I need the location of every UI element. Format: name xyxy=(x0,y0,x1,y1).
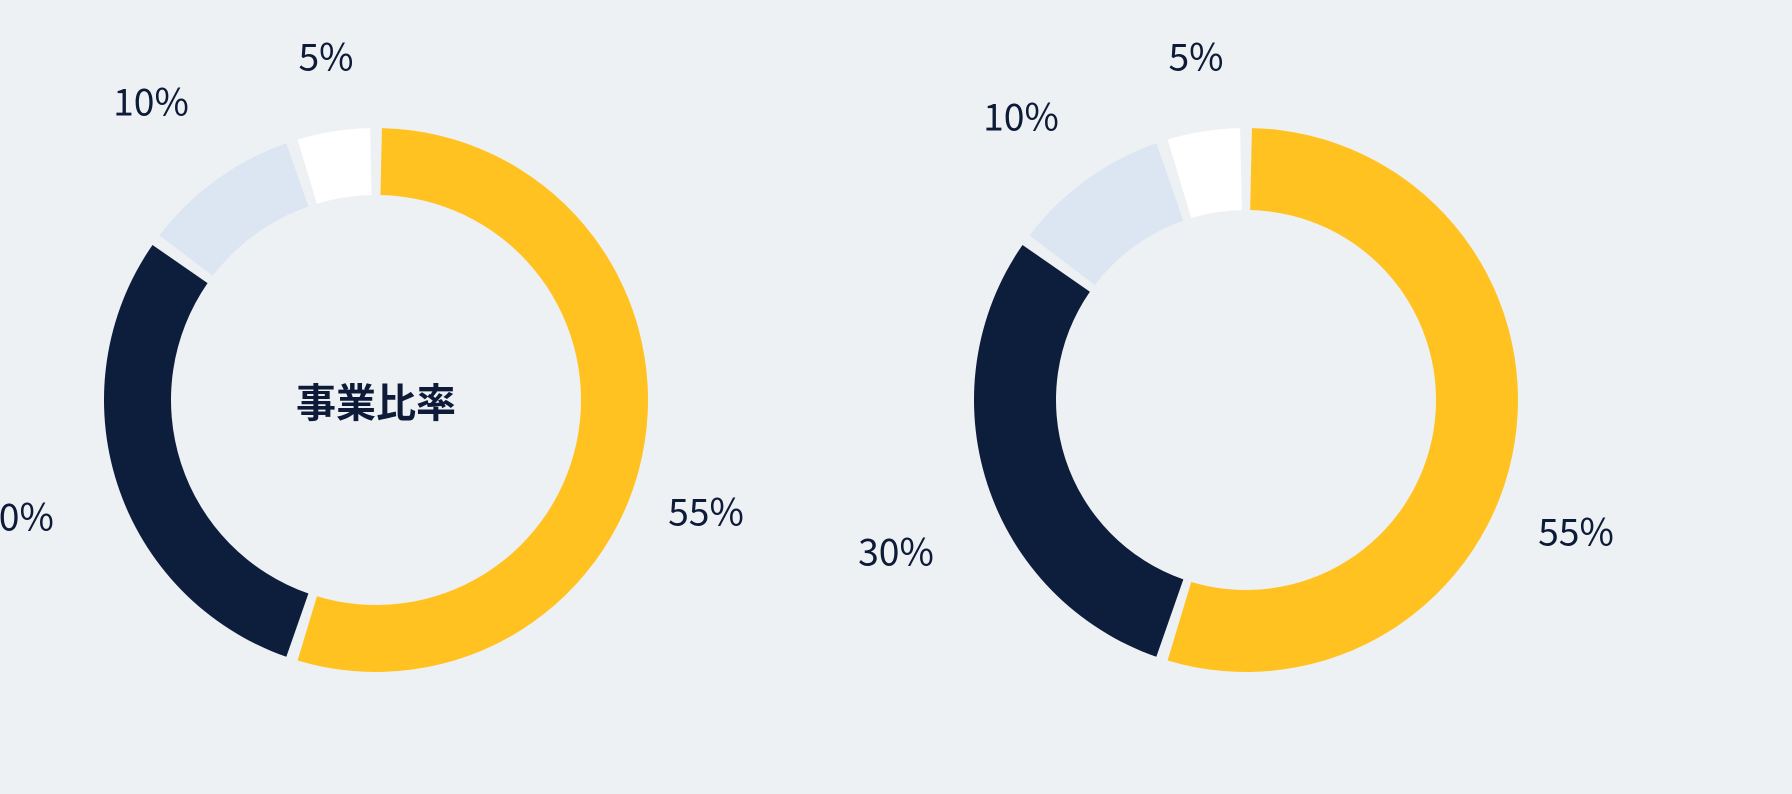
donut-right-label-5: 5% xyxy=(1168,36,1223,73)
donut-left-center-label: 事業比率 xyxy=(296,380,456,420)
chart-stage: 事業比率 55% 30% 10% 5% 55% 30% 10% 5% xyxy=(0,0,1792,794)
donut-left-label-55: 55% xyxy=(668,491,744,528)
donut-right-label-55: 55% xyxy=(1538,511,1614,548)
donut-left-label-5: 5% xyxy=(298,36,353,73)
donut-right-label-30: 30% xyxy=(858,531,934,568)
donut-right-label-10: 10% xyxy=(983,96,1059,133)
donut-left-label-30: 30% xyxy=(0,496,54,533)
donut-chart-right xyxy=(954,108,1538,692)
donut-left-label-10: 10% xyxy=(113,81,189,118)
